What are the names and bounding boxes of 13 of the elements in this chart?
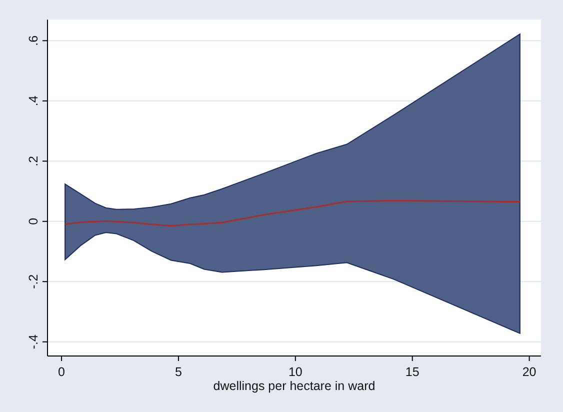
y-tick-label: -.4: [26, 334, 40, 350]
x-tick-label: 5: [175, 365, 182, 379]
x-tick-label: 10: [288, 365, 302, 379]
x-tick-label: 0: [58, 365, 66, 379]
y-tick-label: .4: [26, 96, 40, 106]
x-axis-title: dwellings per hectare in ward: [213, 379, 376, 393]
y-tick-label: 0: [26, 218, 40, 225]
line-series: [64, 200, 521, 227]
x-tick-label: 20: [522, 365, 536, 379]
y-tick-label: -.2: [26, 274, 40, 289]
y-tick-label: .6: [26, 35, 40, 46]
y-tick-label: .2: [26, 156, 40, 166]
x-tick-label: 15: [405, 365, 420, 379]
